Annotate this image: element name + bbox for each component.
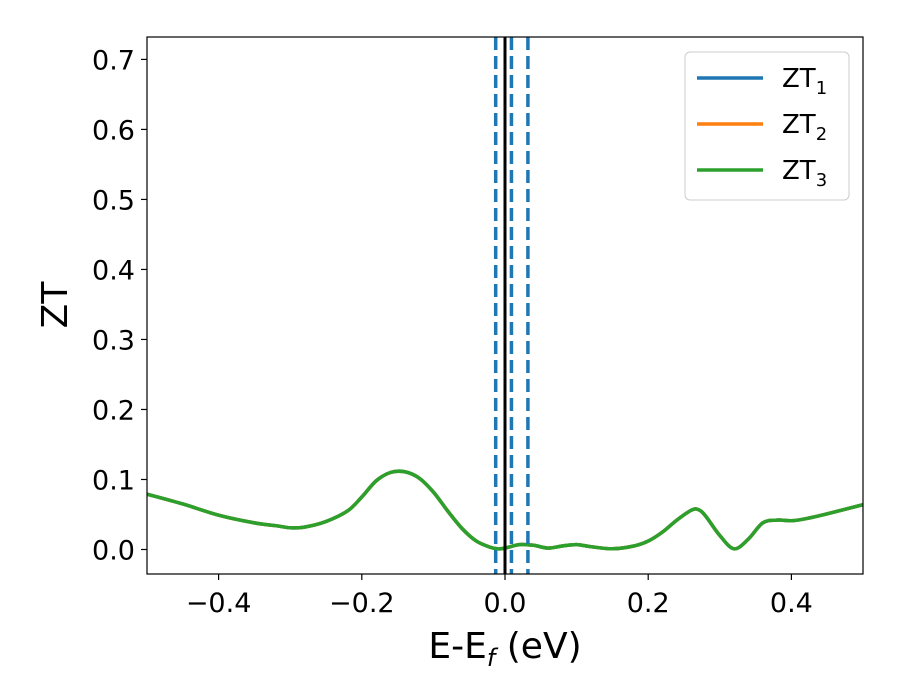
y-tick-label: 0.7 [92, 45, 135, 76]
x-axis-title-unit: (eV) [495, 626, 581, 667]
y-tick-label: 0.4 [92, 255, 135, 286]
legend-label-main: ZT [782, 156, 816, 186]
x-axis: −0.4 −0.2 0.0 0.2 0.4 [186, 574, 813, 619]
y-axis-title: ZT [35, 281, 76, 329]
x-tick-label: 0.2 [627, 588, 670, 619]
y-tick-label: 0.5 [92, 185, 135, 216]
legend-label-zt2: ZT2 [782, 110, 827, 145]
legend-label-subscript: 3 [816, 170, 827, 191]
y-tick-label: 0.1 [92, 465, 135, 496]
series-line-zt3 [147, 469, 863, 551]
x-tick-label: −0.2 [329, 588, 395, 619]
legend-label-main: ZT [782, 64, 816, 94]
reference-lines [493, 37, 530, 574]
x-tick-label: 0.0 [484, 588, 527, 619]
y-axis: 0.0 0.1 0.2 0.3 0.4 0.5 0.6 0.7 [92, 45, 147, 566]
legend-frame [684, 51, 850, 201]
legend-label-zt1: ZT1 [782, 64, 827, 99]
legend-label-subscript: 2 [816, 124, 827, 145]
y-tick-label: 0.0 [92, 535, 135, 566]
legend-label-zt3: ZT3 [782, 156, 827, 191]
y-tick-label: 0.2 [92, 395, 135, 426]
x-tick-label: 0.4 [770, 588, 813, 619]
y-tick-label: 0.6 [92, 115, 135, 146]
x-axis-title-main: E-E [428, 626, 486, 667]
x-tick-label: −0.4 [186, 588, 252, 619]
plot-lines [147, 469, 863, 551]
legend-label-subscript: 1 [816, 78, 827, 99]
legend-label-main: ZT [782, 110, 816, 140]
y-tick-label: 0.3 [92, 325, 135, 356]
x-axis-title: E-Ef (eV) [428, 626, 581, 672]
